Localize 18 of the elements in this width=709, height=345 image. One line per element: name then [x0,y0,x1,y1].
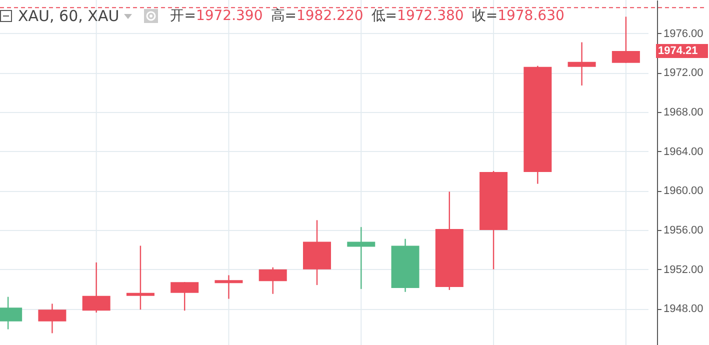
annotation: 开=1972.390 [170,8,263,24]
y-tick-label: 1952.00 [664,264,704,276]
y-tick-label: 1956.00 [664,224,704,236]
candlestick [568,42,596,86]
y-tick-label: 1948.00 [664,303,704,316]
y-tick-label: 1960.00 [664,185,704,198]
annotation: 收=1978.630 [472,8,564,24]
text: 1974.21 [658,45,698,58]
y-tick-label: 1976.00 [664,28,704,40]
text: XAU, 60, XAU [18,7,120,25]
candlestick [347,226,376,290]
annotation: 低=1972.380 [371,8,464,24]
y-tick-label: 1972.00 [664,67,704,80]
annotation: 高=1982.220 [270,8,364,24]
candlestick [126,245,154,310]
y-tick-label: 1964.00 [664,146,704,158]
y-tick-label: 1968.00 [664,106,704,119]
candlestick [214,274,243,300]
